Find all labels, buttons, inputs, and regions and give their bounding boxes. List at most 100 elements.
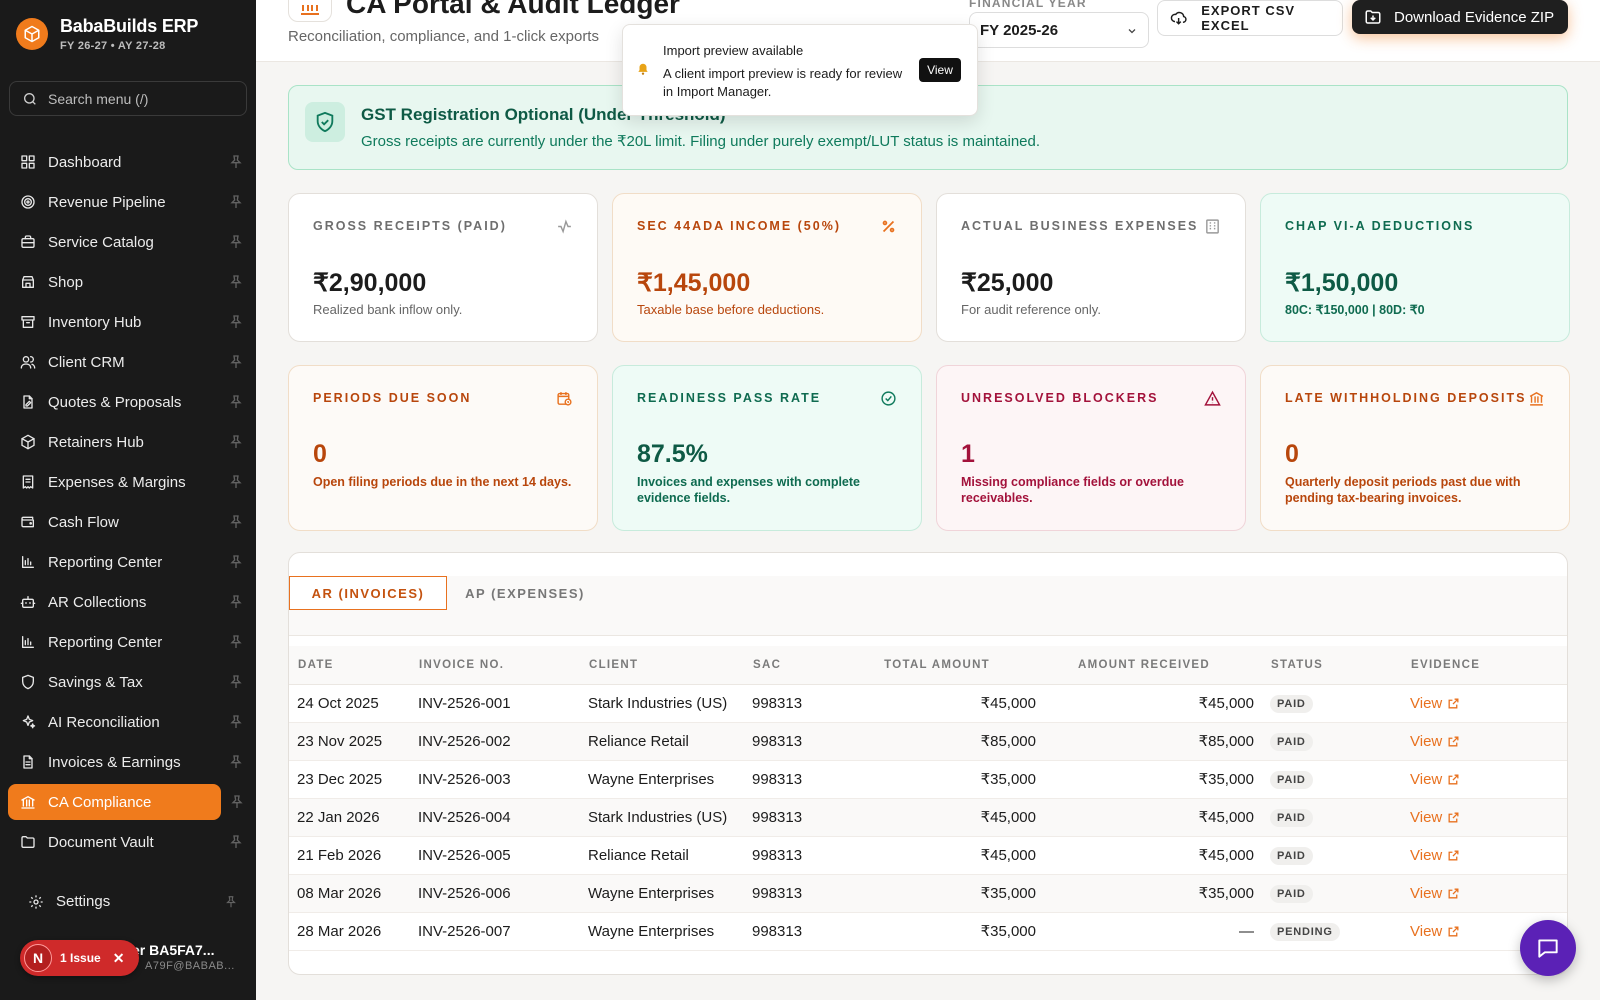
table-row[interactable]: 24 Oct 2025 INV-2526-001 Stark Industries … bbox=[289, 684, 1567, 723]
column-header-date[interactable]: DATE bbox=[289, 646, 410, 685]
table-row[interactable]: 23 Dec 2025 INV-2526-003 Wayne Enterprises… bbox=[289, 760, 1567, 799]
pin-icon[interactable] bbox=[228, 834, 244, 850]
cell-date: 21 Feb 2026 bbox=[289, 836, 410, 875]
sidebar-item-reporting-center[interactable]: Reporting Center bbox=[8, 624, 248, 660]
view-evidence-link[interactable]: View bbox=[1410, 771, 1460, 788]
pin-icon[interactable] bbox=[228, 434, 244, 450]
archive-icon bbox=[20, 314, 36, 330]
pin-icon[interactable] bbox=[228, 754, 244, 770]
chat-button[interactable] bbox=[1520, 920, 1576, 976]
cell-sac: 998313 bbox=[744, 722, 844, 761]
pin-icon[interactable] bbox=[228, 714, 244, 730]
download-evidence-zip-button[interactable]: Download Evidence ZIP bbox=[1352, 0, 1568, 34]
tab-ap-expenses[interactable]: AP (EXPENSES) bbox=[465, 585, 585, 601]
table-row[interactable]: 22 Jan 2026 INV-2526-004 Stark Industries … bbox=[289, 798, 1567, 837]
pin-icon[interactable] bbox=[228, 314, 244, 330]
column-header-status[interactable]: STATUS bbox=[1262, 646, 1402, 685]
column-header-evidence[interactable]: EVIDENCE bbox=[1402, 646, 1567, 685]
pin-icon[interactable] bbox=[228, 514, 244, 530]
external-link-icon bbox=[1448, 926, 1459, 936]
sidebar-item-document-vault[interactable]: Document Vault bbox=[8, 824, 248, 860]
cell-amount-received: ₹45,000 bbox=[1044, 836, 1262, 875]
pin-icon[interactable] bbox=[224, 895, 238, 909]
folder-icon bbox=[20, 834, 36, 850]
pin-icon[interactable] bbox=[228, 594, 244, 610]
sidebar-item-invoices-and-earnings[interactable]: Invoices & Earnings bbox=[8, 744, 248, 780]
pin-icon[interactable] bbox=[228, 394, 244, 410]
cell-amount-received: ₹85,000 bbox=[1044, 722, 1262, 761]
sidebar-item-ai-reconciliation[interactable]: AI Reconciliation bbox=[8, 704, 248, 740]
status-badge: PAID bbox=[1270, 770, 1313, 789]
sidebar-item-label: Invoices & Earnings bbox=[48, 753, 181, 771]
cell-client: Reliance Retail bbox=[580, 836, 744, 875]
table-row[interactable]: 23 Nov 2025 INV-2526-002 Reliance Retail 99… bbox=[289, 722, 1567, 761]
tab-ar-invoices[interactable]: AR (INVOICES) bbox=[289, 576, 447, 610]
export-csv-button[interactable]: EXPORT CSV EXCEL bbox=[1157, 0, 1343, 36]
sidebar-item-inventory-hub[interactable]: Inventory Hub bbox=[8, 304, 248, 340]
search-icon bbox=[24, 92, 36, 105]
view-evidence-link[interactable]: View bbox=[1410, 733, 1460, 750]
sidebar-item-revenue-pipeline[interactable]: Revenue Pipeline bbox=[8, 184, 248, 220]
sidebar-item-reporting-center[interactable]: Reporting Center bbox=[8, 544, 248, 580]
pin-icon[interactable] bbox=[229, 794, 245, 810]
pin-icon[interactable] bbox=[228, 674, 244, 690]
pin-icon[interactable] bbox=[228, 474, 244, 490]
pin-icon[interactable] bbox=[228, 554, 244, 570]
column-header-sac[interactable]: SAC bbox=[744, 646, 844, 685]
sidebar-item-service-catalog[interactable]: Service Catalog bbox=[8, 224, 248, 260]
view-evidence-label: View bbox=[1410, 808, 1443, 826]
pin-icon[interactable] bbox=[228, 234, 244, 250]
view-evidence-link[interactable]: View bbox=[1410, 809, 1460, 826]
table-row[interactable]: 08 Mar 2026 INV-2526-006 Wayne Enterprises… bbox=[289, 874, 1567, 913]
financial-year-select[interactable]: FY 2025-26 bbox=[969, 12, 1149, 48]
cell-total-amount: ₹45,000 bbox=[844, 798, 1044, 837]
sidebar-item-client-crm[interactable]: Client CRM bbox=[8, 344, 248, 380]
view-evidence-link[interactable]: View bbox=[1410, 695, 1460, 712]
close-icon[interactable]: ✕ bbox=[112, 949, 125, 966]
cell-invoice-no: INV-2526-005 bbox=[410, 836, 580, 875]
sidebar-item-dashboard[interactable]: Dashboard bbox=[8, 144, 248, 180]
pin-icon[interactable] bbox=[228, 634, 244, 650]
table-row[interactable]: 21 Feb 2026 INV-2526-005 Reliance Retail 99… bbox=[289, 836, 1567, 875]
view-evidence-link[interactable]: View bbox=[1410, 885, 1460, 902]
status-badge: PENDING bbox=[1270, 922, 1340, 941]
issue-label: 1 Issue bbox=[60, 951, 101, 965]
sidebar-item-shop[interactable]: Shop bbox=[8, 264, 248, 300]
status-badge: PAID bbox=[1270, 694, 1313, 713]
column-header-total-amount[interactable]: TOTAL AMOUNT bbox=[844, 646, 1044, 685]
cell-amount-received: ₹35,000 bbox=[1044, 874, 1262, 913]
search-box[interactable] bbox=[9, 81, 247, 116]
issue-badge[interactable]: N 1 Issue ✕ bbox=[20, 940, 139, 976]
search-input[interactable] bbox=[48, 90, 228, 107]
cell-sac: 998313 bbox=[744, 684, 844, 723]
column-header-amount-received[interactable]: AMOUNT RECEIVED bbox=[1044, 646, 1262, 685]
pin-icon[interactable] bbox=[228, 194, 244, 210]
column-header-client[interactable]: CLIENT bbox=[580, 646, 744, 685]
kpi-label: LATE WITHHOLDING DEPOSITS bbox=[1285, 391, 1527, 405]
toast-title: Import preview available bbox=[663, 43, 804, 58]
toast-view-button[interactable]: View bbox=[919, 58, 961, 82]
pin-icon[interactable] bbox=[228, 154, 244, 170]
sidebar-item-cash-flow[interactable]: Cash Flow bbox=[8, 504, 248, 540]
sidebar-item-quotes-and-proposals[interactable]: Quotes & Proposals bbox=[8, 384, 248, 420]
external-link-icon bbox=[1448, 774, 1459, 784]
cell-amount-received: ₹35,000 bbox=[1044, 760, 1262, 799]
sidebar-item-savings-and-tax[interactable]: Savings & Tax bbox=[8, 664, 248, 700]
status-badge: PAID bbox=[1270, 808, 1313, 827]
kpi-value: 1 bbox=[961, 440, 975, 468]
pin-icon[interactable] bbox=[228, 274, 244, 290]
table-row[interactable]: 28 Mar 2026 INV-2526-007 Wayne Enterprises… bbox=[289, 912, 1567, 951]
briefcase-icon bbox=[20, 234, 36, 250]
column-header-invoice-no[interactable]: INVOICE NO. bbox=[410, 646, 580, 685]
view-evidence-link[interactable]: View bbox=[1410, 847, 1460, 864]
sidebar-item-expenses-and-margins[interactable]: Expenses & Margins bbox=[8, 464, 248, 500]
sidebar-item-ar-collections[interactable]: AR Collections bbox=[8, 584, 248, 620]
cell-client: Wayne Enterprises bbox=[580, 912, 744, 951]
view-evidence-link[interactable]: View bbox=[1410, 923, 1460, 940]
sidebar-item-retainers-hub[interactable]: Retainers Hub bbox=[8, 424, 248, 460]
pin-icon[interactable] bbox=[228, 354, 244, 370]
table-header-row: DATE INVOICE NO. CLIENT SAC TOTAL AMOUNT AMOU… bbox=[289, 646, 1567, 685]
brand[interactable]: BabaBuilds ERP FY 26-27 • AY 27-28 bbox=[16, 16, 198, 52]
settings-item[interactable]: Settings bbox=[28, 893, 238, 910]
sidebar-item-ca-compliance[interactable]: CA Compliance bbox=[8, 784, 243, 820]
